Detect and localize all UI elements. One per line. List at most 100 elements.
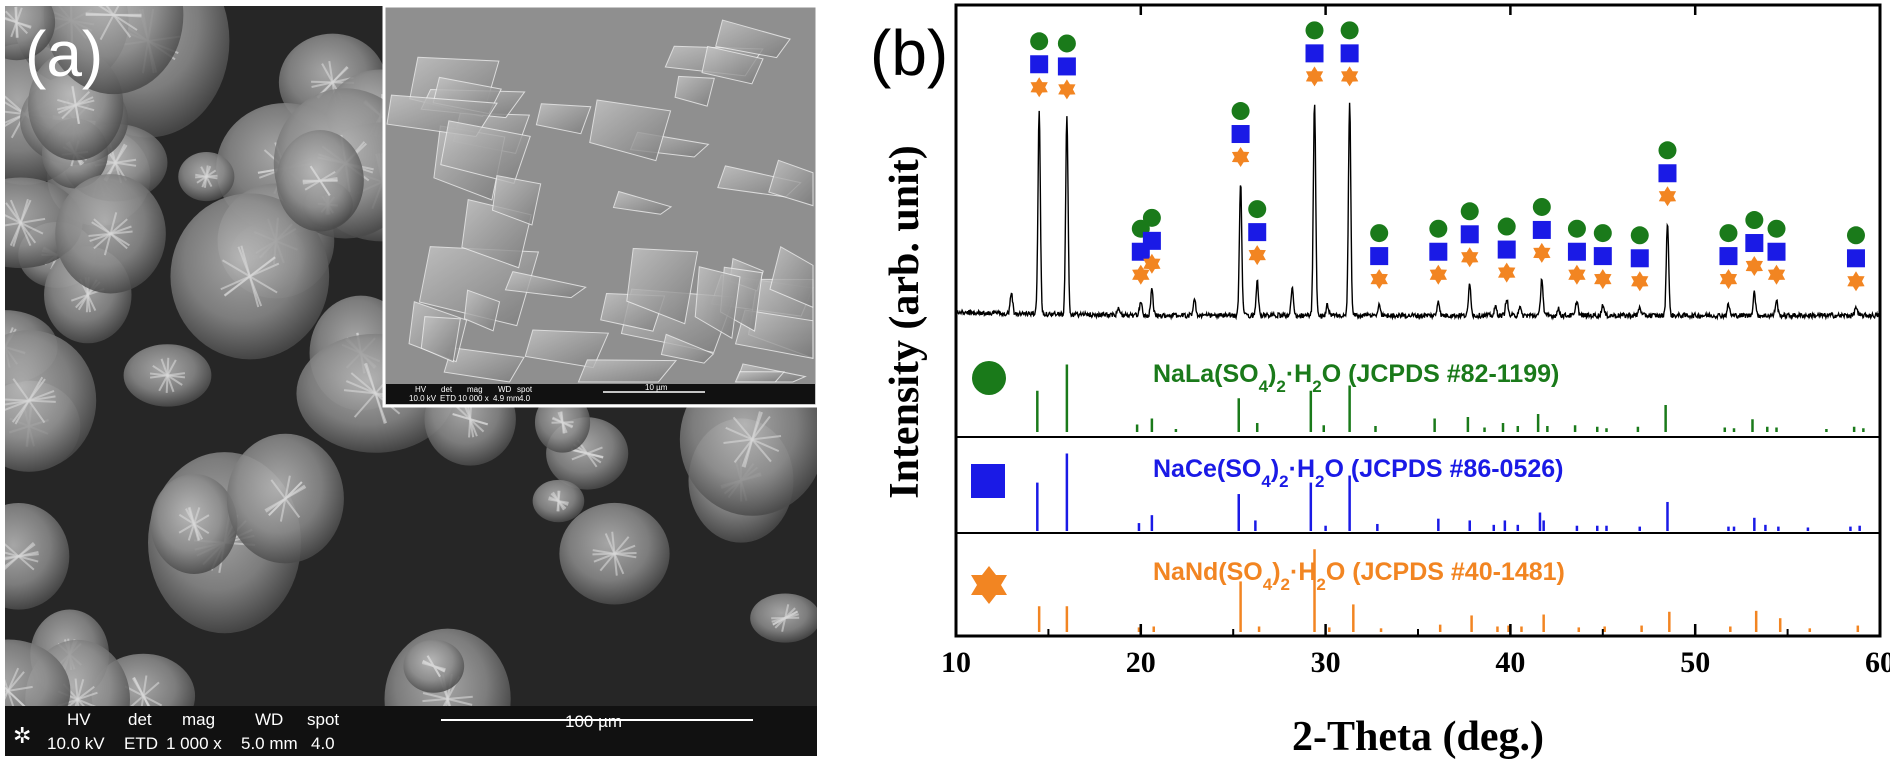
x-tick-label: 30 bbox=[1311, 646, 1341, 679]
peak-circle-marker bbox=[1058, 34, 1076, 52]
svg-text:NaNd(SO4)2·H2O (JCPDS #40-1481: NaNd(SO4)2·H2O (JCPDS #40-1481) bbox=[1153, 558, 1565, 594]
peak-circle-marker bbox=[1631, 226, 1649, 244]
svg-text:HV: HV bbox=[415, 385, 427, 394]
panel-a-label: (a) bbox=[25, 18, 103, 90]
sem-inset: HV 10.0 kV det ETD mag 10 000 x WD 4.9 m… bbox=[384, 6, 817, 406]
circle-icon bbox=[972, 361, 1006, 395]
svg-text:mag: mag bbox=[182, 710, 215, 729]
svg-text:ETD: ETD bbox=[124, 734, 158, 753]
svg-text:WD: WD bbox=[498, 385, 512, 394]
legend-ce: NaCe(SO4)2·H2O (JCPDS #86-0526) bbox=[971, 455, 1564, 498]
peak-circle-marker bbox=[1594, 224, 1612, 242]
svg-text:det: det bbox=[128, 710, 152, 729]
x-tick-label: 60 bbox=[1865, 646, 1890, 679]
crystal-facet bbox=[578, 360, 676, 382]
peak-square-marker bbox=[1248, 223, 1266, 241]
plot-frame bbox=[956, 5, 1880, 636]
peak-circle-marker bbox=[1306, 21, 1324, 39]
peak-star-marker bbox=[1461, 247, 1478, 267]
xrd-pattern bbox=[956, 103, 1880, 318]
reference-lines bbox=[1037, 365, 1863, 633]
peak-square-marker bbox=[1232, 125, 1250, 143]
peak-circle-marker bbox=[1745, 211, 1763, 229]
peak-square-marker bbox=[1568, 243, 1586, 261]
crystal-edge bbox=[592, 553, 636, 554]
peak-square-marker bbox=[1058, 57, 1076, 75]
peak-star-marker bbox=[1430, 265, 1447, 285]
peak-star-marker bbox=[1631, 271, 1648, 291]
peak-square-marker bbox=[1370, 247, 1388, 265]
svg-text:1 000 x: 1 000 x bbox=[166, 734, 222, 753]
x-axis-title: 2-Theta (deg.) bbox=[1292, 714, 1544, 760]
peak-star-marker bbox=[1768, 265, 1785, 285]
peak-circle-marker bbox=[1568, 220, 1586, 238]
peak-star-marker bbox=[1306, 66, 1323, 86]
square-icon bbox=[971, 464, 1005, 498]
peak-square-marker bbox=[1631, 249, 1649, 267]
peak-circle-marker bbox=[1143, 209, 1161, 227]
sem-image-panel: HV 10.0 kV det ETD mag 10 000 x WD 4.9 m… bbox=[5, 6, 817, 756]
svg-text:5.0 mm: 5.0 mm bbox=[241, 734, 298, 753]
peak-square-marker bbox=[1498, 241, 1516, 259]
peak-square-marker bbox=[1745, 234, 1763, 252]
sem-info-bar: ✲ HV 10.0 kV det ETD mag 1 000 x WD 5.0 … bbox=[5, 706, 817, 756]
peak-square-marker bbox=[1306, 44, 1324, 62]
peak-square-marker bbox=[1030, 55, 1048, 73]
peak-star-marker bbox=[1533, 243, 1550, 263]
svg-text:10.0 kV: 10.0 kV bbox=[47, 734, 105, 753]
fei-logo-icon: ✲ bbox=[13, 723, 31, 748]
peak-star-marker bbox=[1498, 263, 1515, 283]
y-axis-title: Intensity (arb. unit) bbox=[882, 145, 928, 499]
peak-circle-marker bbox=[1248, 200, 1266, 218]
peak-circle-marker bbox=[1030, 32, 1048, 50]
peak-square-marker bbox=[1658, 164, 1676, 182]
xrd-chart-panel: (b) NaLa(SO4)2·H2O (JCPDS #82-1199) NaCe… bbox=[870, 0, 1890, 772]
svg-text:det: det bbox=[441, 385, 453, 394]
peak-square-marker bbox=[1594, 247, 1612, 265]
peak-circle-marker bbox=[1429, 220, 1447, 238]
x-tick-label: 50 bbox=[1680, 646, 1710, 679]
peak-star-marker bbox=[1232, 147, 1249, 167]
peak-star-marker bbox=[1659, 186, 1676, 206]
peak-circle-marker bbox=[1341, 21, 1359, 39]
peak-star-marker bbox=[1746, 256, 1763, 276]
peak-circle-marker bbox=[1847, 226, 1865, 244]
crystal-facet bbox=[735, 372, 784, 382]
peak-star-marker bbox=[1594, 269, 1611, 289]
peak-circle-marker bbox=[1461, 202, 1479, 220]
peak-square-marker bbox=[1847, 249, 1865, 267]
svg-text:4.9 mm: 4.9 mm bbox=[493, 394, 520, 403]
xrd-pattern-line bbox=[956, 103, 1880, 318]
peak-markers bbox=[1030, 21, 1865, 291]
svg-text:ETD: ETD bbox=[440, 394, 456, 403]
legend-nd: NaNd(SO4)2·H2O (JCPDS #40-1481) bbox=[971, 558, 1565, 604]
peak-square-marker bbox=[1429, 243, 1447, 261]
peak-square-marker bbox=[1461, 225, 1479, 243]
svg-text:WD: WD bbox=[255, 710, 283, 729]
svg-text:10 000 x: 10 000 x bbox=[458, 394, 489, 403]
peak-square-marker bbox=[1719, 247, 1737, 265]
x-tick-label: 40 bbox=[1495, 646, 1525, 679]
peak-circle-marker bbox=[1768, 220, 1786, 238]
ce-label: NaCe(SO bbox=[1153, 455, 1261, 483]
peak-star-marker bbox=[1249, 245, 1266, 265]
legend-la: NaLa(SO4)2·H2O (JCPDS #82-1199) bbox=[972, 360, 1559, 396]
peak-square-marker bbox=[1341, 44, 1359, 62]
peak-circle-marker bbox=[1498, 218, 1516, 236]
svg-text:NaLa(SO4)2·H2O (JCPDS #82-1199: NaLa(SO4)2·H2O (JCPDS #82-1199) bbox=[1153, 360, 1559, 396]
peak-circle-marker bbox=[1719, 224, 1737, 242]
peak-circle-marker bbox=[1658, 141, 1676, 159]
svg-text:4.0: 4.0 bbox=[311, 734, 335, 753]
peak-star-marker bbox=[1371, 269, 1388, 289]
peak-star-marker bbox=[1031, 77, 1048, 97]
panel-b-label: (b) bbox=[870, 17, 948, 89]
peak-circle-marker bbox=[1370, 224, 1388, 242]
crystal-edge bbox=[16, 7, 17, 38]
svg-text:spot: spot bbox=[307, 710, 339, 729]
peak-star-marker bbox=[1847, 271, 1864, 291]
peak-star-marker bbox=[1341, 66, 1358, 86]
peak-square-marker bbox=[1533, 221, 1551, 239]
x-tick-label: 20 bbox=[1126, 646, 1156, 679]
x-tick-label: 10 bbox=[941, 646, 971, 679]
la-label: NaLa(SO bbox=[1153, 360, 1259, 388]
